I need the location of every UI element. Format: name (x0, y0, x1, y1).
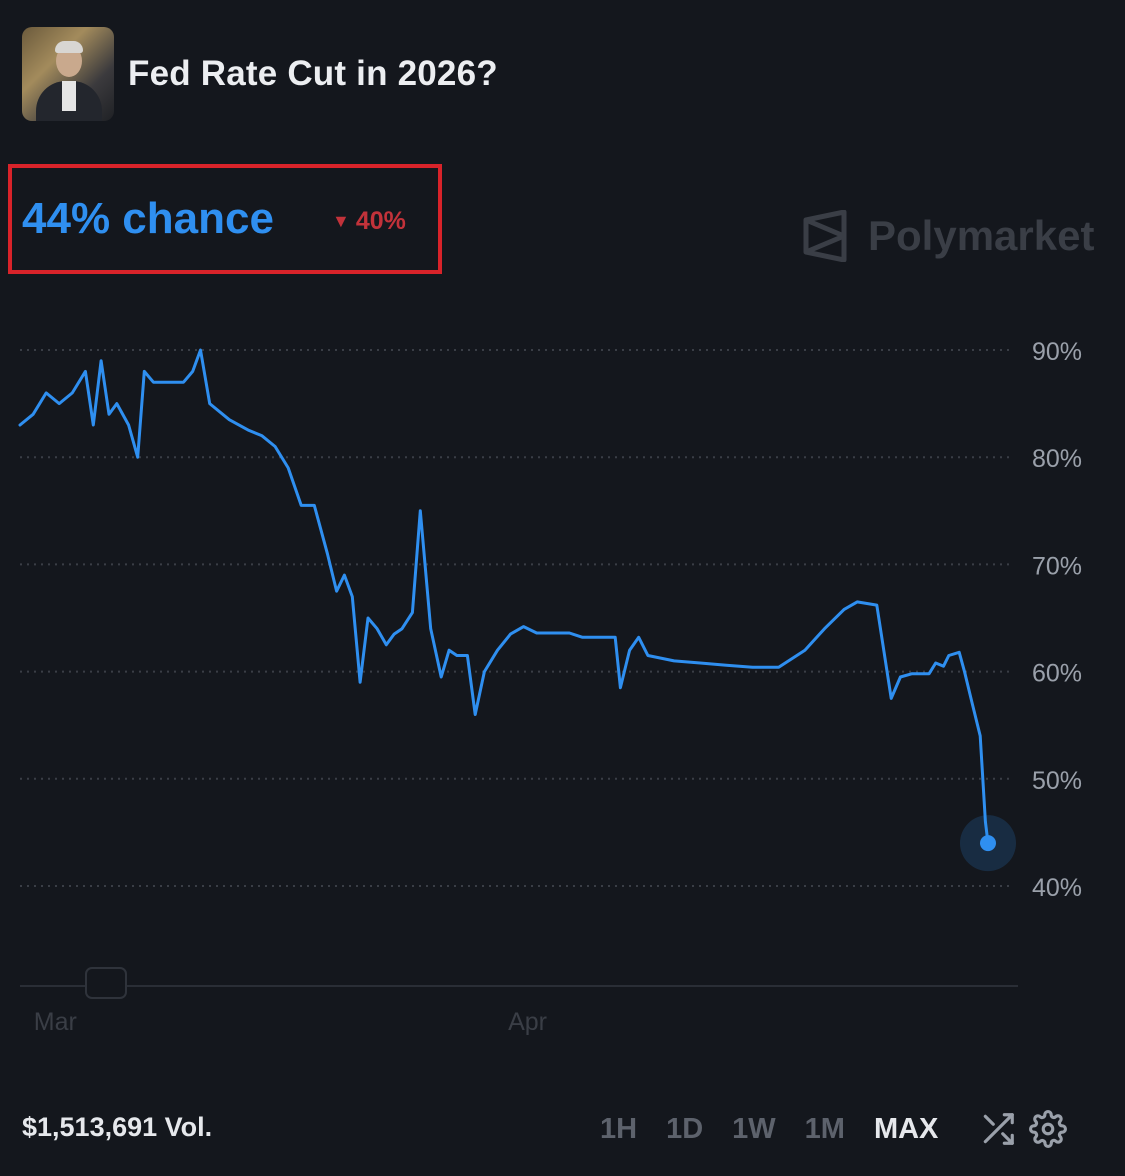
y-tick-label: 70% (1032, 552, 1082, 580)
volume-label: $1,513,691 Vol. (22, 1112, 213, 1142)
polymarket-logo-icon (803, 210, 847, 262)
market-title: Fed Rate Cut in 2026? (128, 54, 498, 93)
shuffle-icon[interactable] (979, 1110, 1017, 1148)
series-line (18, 348, 990, 845)
x-tick-label: Apr (508, 1008, 547, 1036)
range-1h[interactable]: 1H (600, 1112, 638, 1145)
end-point (980, 835, 996, 852)
range-1m[interactable]: 1M (804, 1112, 845, 1145)
x-tick-label: Mar (34, 1008, 77, 1036)
y-tick-label: 60% (1032, 660, 1082, 688)
range-1w[interactable]: 1W (732, 1112, 776, 1145)
highlight-box (8, 164, 442, 274)
change-indicator: ▼ 40% (332, 207, 406, 236)
scrubber-handle[interactable] (85, 967, 127, 999)
y-tick-label: 80% (1032, 445, 1082, 473)
market-avatar (22, 27, 114, 121)
chance-label: 44% chance (22, 194, 274, 243)
change-value: 40% (355, 207, 406, 235)
y-tick-label: 90% (1032, 338, 1082, 366)
brand-name: Polymarket (868, 212, 1095, 259)
price-chart[interactable]: 90% 80% 70% 60% 50% 40% Mar Apr (0, 300, 1125, 1060)
down-triangle-icon: ▼ (332, 211, 350, 231)
market-header: Fed Rate Cut in 2026? (22, 27, 498, 121)
brand-watermark: Polymarket (802, 210, 1094, 262)
y-tick-label: 40% (1032, 874, 1082, 902)
y-tick-label: 50% (1032, 767, 1082, 795)
range-selector: 1H 1D 1W 1M MAX (600, 1110, 1068, 1148)
range-max[interactable]: MAX (873, 1112, 939, 1145)
gear-icon[interactable] (1029, 1110, 1068, 1148)
range-1d[interactable]: 1D (666, 1112, 704, 1145)
